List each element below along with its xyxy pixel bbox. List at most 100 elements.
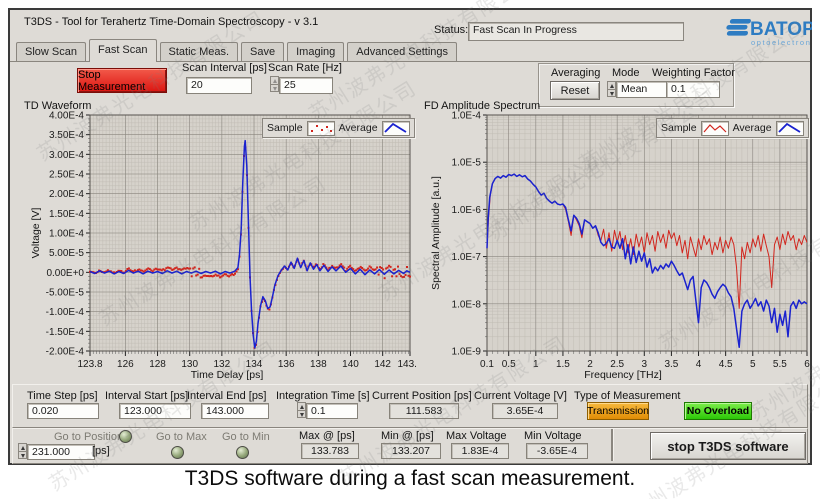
svg-text:6: 6	[804, 359, 810, 369]
batop-logo: BATOP optoelectronics	[726, 19, 812, 47]
go-to-max-led[interactable]	[171, 446, 184, 459]
svg-text:140: 140	[342, 359, 359, 369]
tab-advanced-settings[interactable]: Advanced Settings	[347, 42, 457, 61]
svg-text:-1.50E-4: -1.50E-4	[46, 327, 85, 338]
go-to-position-label: Go to Position	[54, 431, 124, 443]
svg-text:0.00E+0: 0.00E+0	[46, 268, 84, 279]
tab-static-meas[interactable]: Static Meas.	[159, 42, 239, 61]
td-y-axis-label: Voltage [V]	[30, 207, 42, 259]
svg-text:1.0E-6: 1.0E-6	[452, 205, 482, 216]
svg-text:5: 5	[750, 359, 756, 369]
svg-text:5.00E-5: 5.00E-5	[49, 248, 84, 259]
tab-bar: Slow Scan Fast Scan Static Meas. Save Im…	[10, 38, 810, 62]
svg-text:3: 3	[642, 359, 648, 369]
time-step-input[interactable]: 0.020	[27, 403, 99, 419]
max-at-indicator: 133.783	[301, 443, 359, 459]
type-of-measurement-label: Type of Measurement	[574, 390, 681, 402]
status-field: Fast Scan In Progress	[468, 22, 684, 41]
integration-time-label: Integration Time [s]	[276, 390, 370, 402]
interval-end-input[interactable]: 143.000	[201, 403, 269, 419]
td-legend: Sample Average	[262, 118, 415, 138]
max-at-label: Max @ [ps]	[299, 430, 355, 442]
go-to-min-led[interactable]	[236, 446, 249, 459]
go-to-position-unit: [ps]	[92, 445, 110, 457]
averaging-reset-button[interactable]: Reset	[550, 81, 600, 100]
strip-divider	[611, 429, 614, 461]
td-legend-sample-label[interactable]: Sample	[267, 122, 303, 134]
mode-select[interactable]: Mean	[616, 81, 674, 98]
fd-legend-sample-label[interactable]: Sample	[661, 122, 697, 134]
svg-text:1.0E-5: 1.0E-5	[452, 158, 482, 169]
interval-start-input[interactable]: 123.000	[119, 403, 191, 419]
averaging-group	[538, 63, 734, 107]
svg-text:3.00E-4: 3.00E-4	[49, 150, 84, 161]
overload-status-indicator: No Overload	[684, 402, 752, 420]
tab-imaging[interactable]: Imaging	[287, 42, 345, 61]
svg-text:1: 1	[533, 359, 539, 369]
svg-text:0.1: 0.1	[480, 359, 494, 369]
svg-text:1.00E-4: 1.00E-4	[49, 229, 84, 240]
fd-legend-average-label[interactable]: Average	[732, 122, 772, 134]
go-to-position-input[interactable]: 231.000	[27, 444, 95, 460]
averaging-label: Averaging	[551, 67, 601, 79]
integration-time-input[interactable]: 0.1	[306, 403, 358, 419]
svg-text:123.8: 123.8	[77, 359, 102, 369]
svg-text:2.50E-4: 2.50E-4	[49, 170, 84, 181]
batop-logo-text: BATOP	[750, 19, 812, 40]
batop-logo-subtitle: optoelectronics	[751, 38, 812, 47]
measurement-type-button[interactable]: Transmission	[587, 402, 649, 420]
interval-end-label: Interval End [ps]	[187, 390, 267, 402]
svg-text:130: 130	[181, 359, 198, 369]
scan-rate-spinner[interactable]	[270, 76, 279, 92]
integration-time-spinner[interactable]	[297, 402, 306, 418]
svg-text:4: 4	[696, 359, 702, 369]
scan-interval-input[interactable]: 20	[186, 77, 252, 94]
min-voltage-label: Min Voltage	[524, 430, 582, 442]
min-at-indicator: 133.207	[381, 443, 441, 459]
svg-text:1.50E-4: 1.50E-4	[49, 209, 84, 220]
fd-spectrum-title: FD Amplitude Spectrum	[424, 100, 541, 112]
svg-text:1.0E-8: 1.0E-8	[452, 299, 482, 310]
svg-text:-2.00E-4: -2.00E-4	[46, 347, 85, 358]
svg-text:136: 136	[278, 359, 295, 369]
min-at-label: Min @ [ps]	[381, 430, 434, 442]
svg-text:3.50E-4: 3.50E-4	[49, 130, 84, 141]
svg-text:-1.00E-4: -1.00E-4	[46, 307, 85, 318]
mode-label: Mode	[612, 67, 640, 79]
td-waveform-chart: 123.8 126 128 130 132 134 136 138 140 142 143.7 4.0…	[46, 111, 416, 370]
svg-text:132: 132	[214, 359, 231, 369]
fd-legend: Sample Average	[656, 118, 809, 138]
min-voltage-indicator: -3.65E-4	[526, 443, 588, 459]
tab-fast-scan[interactable]: Fast Scan	[88, 39, 157, 62]
svg-text:1.0E-9: 1.0E-9	[452, 347, 482, 358]
status-label: Status:	[434, 24, 469, 36]
time-step-label: Time Step [ps]	[27, 390, 98, 402]
current-position-label: Current Position [ps]	[372, 390, 472, 402]
td-legend-average-label[interactable]: Average	[338, 122, 378, 134]
average-line-legend-glyph[interactable]	[775, 120, 804, 136]
tab-save[interactable]: Save	[241, 42, 285, 61]
weighting-factor-input[interactable]: 0.1	[666, 81, 720, 98]
current-position-indicator: 111.583	[389, 403, 459, 419]
svg-text:143.7: 143.7	[397, 359, 416, 369]
stop-t3ds-software-button[interactable]: stop T3DS software	[650, 432, 806, 460]
svg-text:5.5: 5.5	[773, 359, 787, 369]
svg-text:2.5: 2.5	[610, 359, 624, 369]
stop-measurement-button[interactable]: Stop Measurement	[77, 68, 167, 93]
batop-logo-icon	[726, 19, 752, 36]
fd-x-axis-label: Frequency [THz]	[584, 369, 662, 381]
svg-text:1.0E-4: 1.0E-4	[452, 111, 482, 122]
app-window: T3DS - Tool for Terahertz Time-Domain Sp…	[8, 8, 812, 465]
tab-slow-scan[interactable]: Slow Scan	[16, 42, 86, 61]
scan-rate-input[interactable]: 25	[279, 77, 333, 94]
go-to-position-spinner[interactable]	[18, 443, 27, 459]
sample-line-legend-glyph[interactable]	[700, 120, 729, 136]
mode-spinner[interactable]	[607, 81, 616, 97]
scan-interval-label: Scan Interval [ps]	[182, 62, 267, 74]
svg-text:4.5: 4.5	[719, 359, 733, 369]
sample-dots-legend-glyph[interactable]	[306, 120, 335, 136]
svg-text:2: 2	[587, 359, 593, 369]
average-line-legend-glyph[interactable]	[381, 120, 410, 136]
svg-text:1.0E-7: 1.0E-7	[452, 252, 482, 263]
